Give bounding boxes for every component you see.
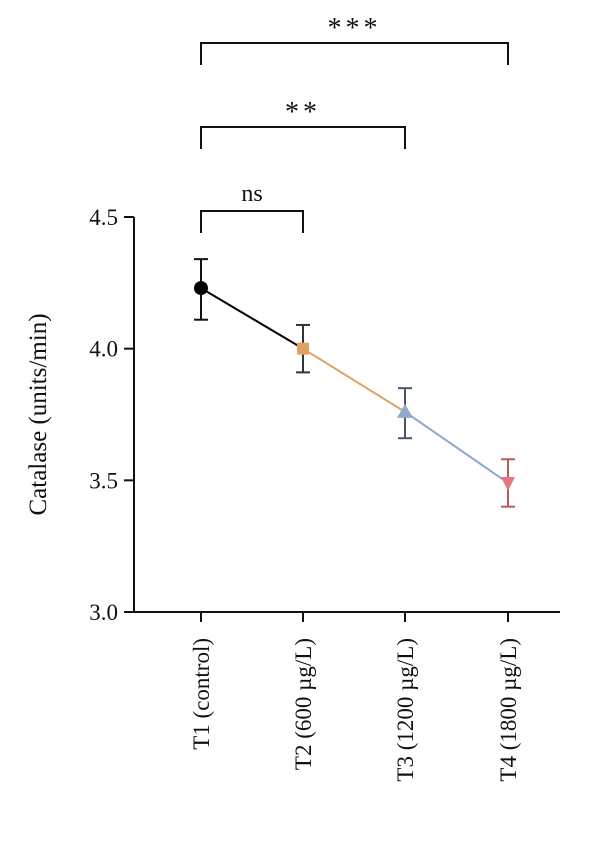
y-tick-label: 3.5 <box>89 468 118 493</box>
data-markers <box>194 281 515 491</box>
data-point <box>397 403 413 418</box>
x-tick-label: T1 (control) <box>189 638 214 750</box>
error-bars <box>194 258 515 508</box>
significance-bracket: *** <box>200 13 509 65</box>
x-tick-label: T4 (1800 µg/L) <box>496 638 521 782</box>
series-segment <box>302 347 406 413</box>
significance-bracket: ** <box>200 97 406 149</box>
y-ticks: 3.0 3.5 4.0 4.5 <box>89 205 134 625</box>
data-point <box>194 281 208 296</box>
significance-label: ** <box>285 97 321 128</box>
significance-label: ns <box>241 181 262 207</box>
series-segment <box>404 411 509 484</box>
data-point <box>501 476 515 491</box>
significance-label: *** <box>328 13 382 44</box>
x-ticks: T1 (control) T2 (600 µg/L) T3 (1200 µg/L) T… <box>189 612 521 782</box>
y-tick-label: 4.0 <box>89 337 118 362</box>
y-tick-label: 4.5 <box>89 205 118 230</box>
series-segment <box>200 287 304 350</box>
x-tick-label: T2 (600 µg/L) <box>291 638 316 770</box>
y-axis-title: Catalase (units/min) <box>25 313 52 515</box>
data-point <box>297 342 309 355</box>
y-tick-label: 3.0 <box>89 600 118 625</box>
series-segments <box>200 287 509 484</box>
significance-brackets: ns***** <box>200 13 509 233</box>
x-tick-label: T3 (1200 µg/L) <box>393 638 418 782</box>
significance-bracket: ns <box>200 181 304 233</box>
axes: 3.0 3.5 4.0 4.5 T1 (control) T2 (600 µg/L) T3… <box>89 205 560 782</box>
